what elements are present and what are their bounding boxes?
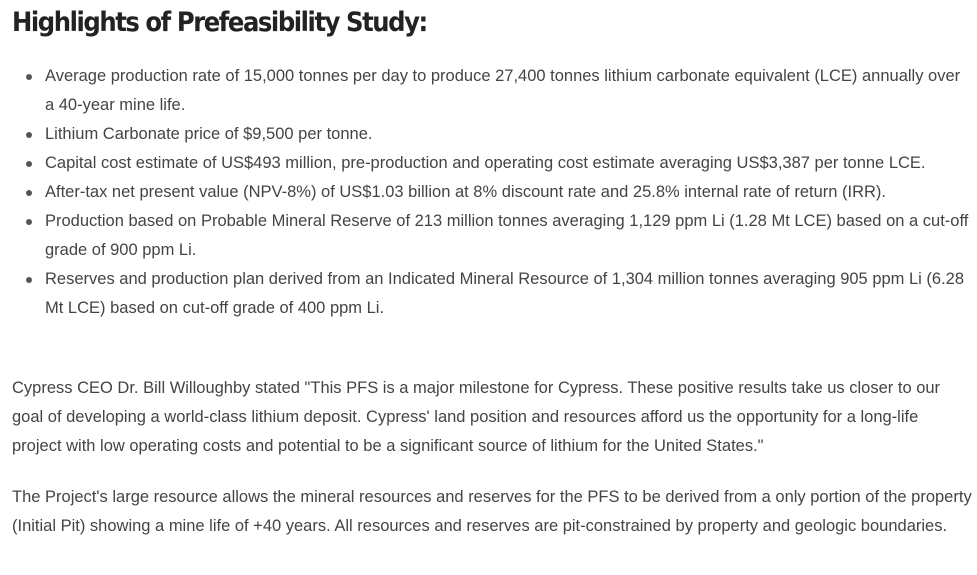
list-item-text: Reserves and production plan derived fro… (45, 270, 965, 317)
list-item-text: Capital cost estimate of US$493 million,… (45, 154, 926, 172)
bullet-icon (26, 74, 32, 80)
ceo-quote-paragraph: Cypress CEO Dr. Bill Willoughby stated "… (12, 379, 941, 455)
list-item: Capital cost estimate of US$493 million,… (0, 149, 977, 178)
list-item: Production based on Probable Mineral Res… (0, 207, 977, 265)
highlights-list: Average production rate of 15,000 tonnes… (0, 62, 977, 323)
section-heading: Highlights of Prefeasibility Study: (12, 7, 428, 38)
project-resource-paragraph: The Project's large resource allows the … (12, 488, 972, 535)
list-item: Average production rate of 15,000 tonnes… (0, 62, 977, 120)
bullet-icon (26, 277, 32, 283)
bullet-icon (26, 190, 32, 196)
list-item-text: Average production rate of 15,000 tonnes… (45, 67, 961, 114)
bullet-icon (26, 132, 32, 138)
list-item: Reserves and production plan derived fro… (0, 265, 977, 323)
list-item-text: Production based on Probable Mineral Res… (45, 212, 969, 259)
list-item: After-tax net present value (NPV-8%) of … (0, 178, 977, 207)
list-item-text: Lithium Carbonate price of $9,500 per to… (45, 125, 373, 143)
bullet-icon (26, 161, 32, 167)
bullet-icon (26, 219, 32, 225)
list-item-text: After-tax net present value (NPV-8%) of … (45, 183, 887, 201)
list-item: Lithium Carbonate price of $9,500 per to… (0, 120, 977, 149)
